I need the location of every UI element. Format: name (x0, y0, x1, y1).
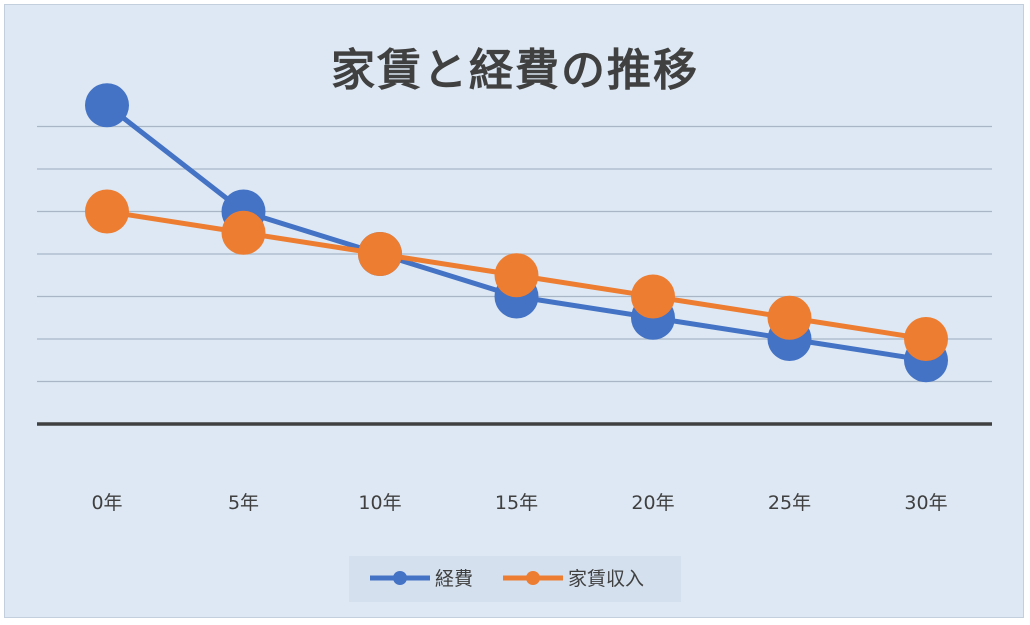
data-point (904, 317, 948, 361)
x-tick-label: 25年 (768, 492, 811, 514)
legend-item-2: 家賃収入 (503, 568, 644, 590)
chart-title: 家賃と経費の推移 (331, 45, 699, 96)
data-point (631, 274, 675, 319)
legend-item-1: 経費 (370, 568, 473, 590)
legend-marker (526, 571, 540, 585)
data-point (85, 83, 129, 128)
chart-area: 家賃と経費の推移 0年 5年 10年 15年 20年 25年 30年 経費 家賃収入 (4, 4, 1024, 618)
series-1 (85, 83, 948, 383)
x-tick-label: 5年 (228, 492, 259, 514)
legend-label: 家賃収入 (568, 568, 644, 590)
series-layer (85, 83, 948, 383)
legend: 経費 家賃収入 (349, 556, 681, 602)
legend-label: 経費 (435, 568, 473, 590)
x-tick-label: 30年 (904, 492, 947, 514)
data-point (494, 253, 539, 298)
data-point (358, 232, 402, 276)
series-2 (85, 189, 948, 361)
x-tick-label: 15年 (495, 492, 538, 514)
data-point (221, 210, 266, 255)
line-chart: 家賃と経費の推移 0年 5年 10年 15年 20年 25年 30年 経費 家賃収入 (37, 45, 992, 602)
data-point (85, 189, 129, 234)
x-tick-label: 20年 (631, 492, 674, 514)
x-tick-label: 10年 (358, 492, 401, 514)
legend-marker (393, 571, 407, 585)
x-tick-label: 0年 (91, 492, 122, 514)
data-point (767, 295, 812, 340)
x-axis: 0年 5年 10年 15年 20年 25年 30年 (37, 422, 992, 514)
